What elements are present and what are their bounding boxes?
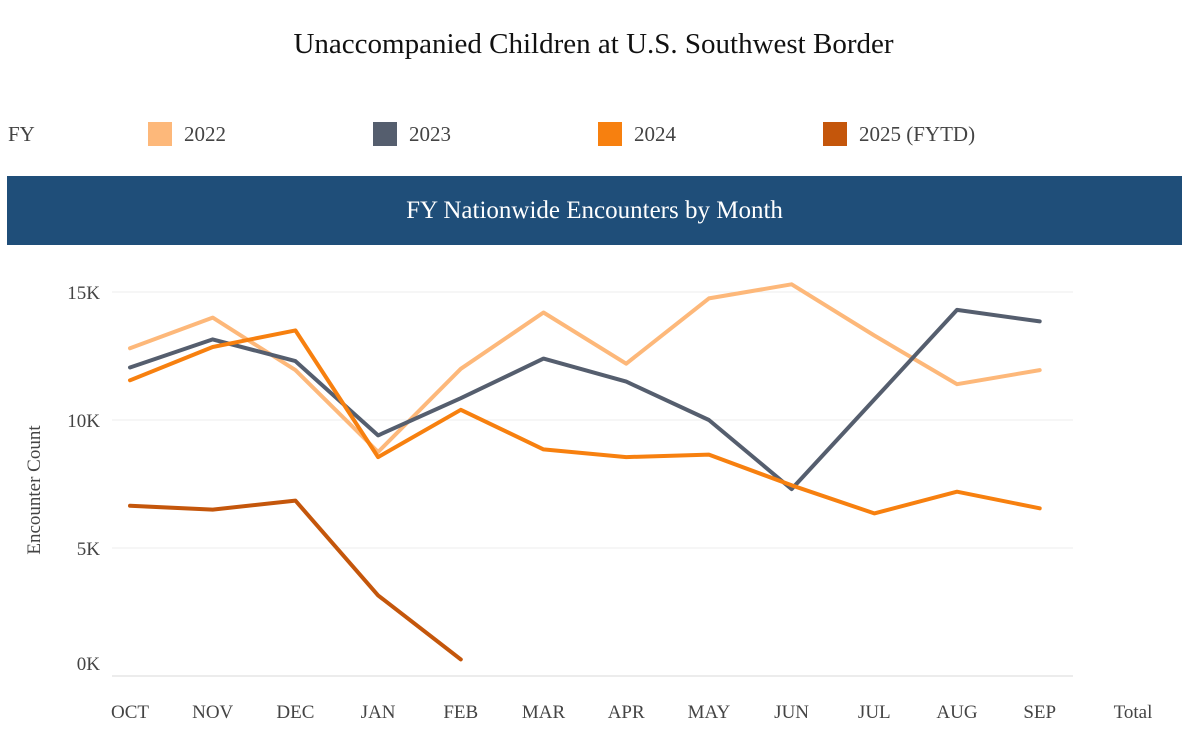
data-point-2024-sep[interactable]	[1035, 503, 1045, 513]
legend-title: FY	[8, 122, 35, 146]
data-point-2023-apr[interactable]	[621, 377, 631, 387]
data-point-2023-jan[interactable]	[373, 430, 383, 440]
data-point-2024-may[interactable]	[704, 450, 714, 460]
y-axis-label: Encounter Count	[24, 425, 45, 555]
x-tick-dec: DEC	[276, 702, 314, 723]
y-tick-0k: 0K	[77, 654, 101, 675]
data-point-2023-oct[interactable]	[125, 363, 135, 373]
y-tick-10k: 10K	[67, 411, 100, 432]
data-point-2023-dec[interactable]	[290, 356, 300, 366]
y-axis-ticks: 0K 5K 10K 15K	[67, 283, 100, 675]
y-tick-15k: 15K	[67, 283, 100, 304]
data-point-2022-feb[interactable]	[456, 364, 466, 374]
legend-label-2025-fytd: 2025 (FYTD)	[859, 121, 976, 146]
data-point-2022-sep[interactable]	[1035, 365, 1045, 375]
data-point-2024-apr[interactable]	[621, 452, 631, 462]
data-point-2022-apr[interactable]	[621, 359, 631, 369]
x-tick-may: MAY	[688, 702, 731, 723]
data-point-2022-oct[interactable]	[125, 343, 135, 353]
x-tick-feb: FEB	[443, 702, 478, 723]
legend-item-2023[interactable]: 2023	[373, 120, 451, 148]
data-point-2022-may[interactable]	[704, 293, 714, 303]
legend-label-2024: 2024	[634, 121, 676, 146]
x-axis-ticks: OCT NOV DEC JAN FEB MAR APR MAY JUN JUL AUG SEP Tota…	[111, 702, 1152, 723]
legend-swatch-2024	[598, 122, 622, 146]
data-point-2024-dec[interactable]	[290, 325, 300, 335]
data-point-2022-jun[interactable]	[787, 279, 797, 289]
legend-label-2023: 2023	[409, 121, 451, 146]
x-tick-nov: NOV	[192, 702, 233, 723]
banner-title: FY Nationwide Encounters by Month	[406, 196, 783, 224]
series-line-2025-fytd[interactable]	[128, 498, 463, 662]
data-point-2023-feb[interactable]	[456, 393, 466, 403]
data-point-2023-jul[interactable]	[869, 395, 879, 405]
data-point-2025-fytd-dec[interactable]	[290, 496, 300, 506]
data-point-2024-nov[interactable]	[208, 342, 218, 352]
legend-item-2024[interactable]: 2024	[598, 120, 676, 148]
legend-label-2022: 2022	[184, 121, 226, 146]
data-point-2025-fytd-nov[interactable]	[208, 505, 218, 515]
x-tick-oct: OCT	[111, 702, 149, 723]
data-point-2022-aug[interactable]	[952, 379, 962, 389]
data-point-2022-mar[interactable]	[539, 307, 549, 317]
data-point-2022-nov[interactable]	[208, 313, 218, 323]
legend-item-2025-fytd[interactable]: 2025 (FYTD)	[823, 120, 975, 148]
data-point-2024-feb[interactable]	[456, 405, 466, 415]
data-point-2023-may[interactable]	[704, 415, 714, 425]
series-lines	[125, 279, 1045, 664]
legend-swatch-2025-fytd	[823, 122, 847, 146]
legend-item-2022[interactable]: 2022	[148, 120, 226, 148]
data-point-2025-fytd-oct[interactable]	[125, 501, 135, 511]
series-line-2022[interactable]	[128, 282, 1042, 454]
data-point-2024-jan[interactable]	[373, 452, 383, 462]
x-tick-jul: JUL	[858, 702, 891, 723]
chart-title: Unaccompanied Children at U.S. Southwest…	[293, 28, 894, 60]
series-line-2023[interactable]	[128, 307, 1042, 492]
legend-swatch-2022	[148, 122, 172, 146]
data-point-2024-jul[interactable]	[869, 508, 879, 518]
data-point-2023-sep[interactable]	[1035, 316, 1045, 326]
x-tick-total: Total	[1114, 702, 1153, 723]
data-point-2024-jun[interactable]	[787, 480, 797, 490]
x-tick-apr: APR	[608, 702, 645, 723]
data-point-2022-jul[interactable]	[869, 331, 879, 341]
gridlines	[112, 291, 1073, 677]
x-tick-mar: MAR	[522, 702, 566, 723]
x-tick-jun: JUN	[774, 702, 809, 723]
data-point-2024-mar[interactable]	[539, 444, 549, 454]
data-point-2024-oct[interactable]	[125, 375, 135, 385]
series-line-2024[interactable]	[128, 328, 1042, 516]
x-tick-jan: JAN	[361, 702, 396, 723]
data-point-2023-mar[interactable]	[539, 354, 549, 364]
data-point-2024-aug[interactable]	[952, 487, 962, 497]
chart-banner: FY Nationwide Encounters by Month	[7, 176, 1182, 245]
legend-swatch-2023	[373, 122, 397, 146]
data-point-2025-fytd-feb[interactable]	[456, 654, 466, 664]
data-point-2023-aug[interactable]	[952, 305, 962, 315]
x-tick-sep: SEP	[1023, 702, 1056, 723]
data-point-2025-fytd-jan[interactable]	[373, 590, 383, 600]
y-tick-5k: 5K	[77, 539, 101, 560]
x-tick-aug: AUG	[936, 702, 977, 723]
line-chart: 0K 5K 10K 15K Encounter Count OCT NOV DEC JAN F…	[24, 279, 1152, 723]
